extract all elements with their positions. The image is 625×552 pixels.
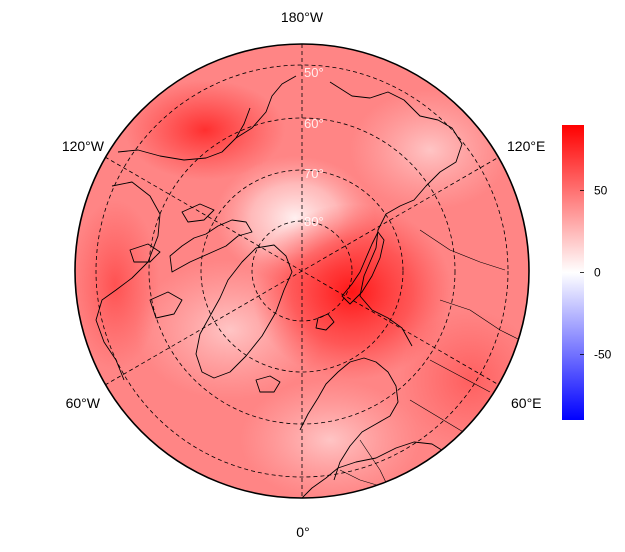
canada-coast [95,107,251,381]
lat-label-80: 80° [304,214,324,229]
lat-circle-80 [251,220,353,322]
lon-label-upper-right: 120°E [507,138,545,154]
latitude-labels: 50° 60° 70° 80° [304,65,324,229]
colorbar-tick-label: -50 [594,347,612,361]
lon-label-lower-right: 60°E [511,395,542,411]
coastlines [95,75,521,498]
colorbar-ticks: 50 0 -50 [580,184,612,361]
lon-label-top: 180°W [281,9,324,25]
lat-circle-50 [95,64,509,478]
canadian-archipelago [129,203,253,319]
lat-label-60: 60° [304,116,324,131]
field-pale-bottom [240,380,420,498]
lat-label-70: 70° [304,166,324,181]
colorbar-ramp [562,125,584,420]
colorbar: 50 0 -50 [562,125,612,420]
siberia-coast [329,81,463,347]
greenland-coast [195,244,293,379]
lat-label-50: 50° [304,65,324,80]
lon-label-bottom: 0° [296,524,309,540]
lon-label-lower-left: 60°W [66,395,101,411]
field-max-left [75,200,160,370]
asia-interior-borders [339,229,521,496]
europe-coast [299,441,463,498]
map-boundary [74,43,530,499]
longitude-labels: 180°W 0° 120°W 120°E 60°W 60°E [62,9,545,540]
scandinavia-coast [299,357,399,481]
colorbar-tick-label: 0 [594,266,601,280]
graticule [95,44,509,498]
lon-label-upper-left: 120°W [62,138,105,154]
field-max-canada [125,80,285,180]
iceland [255,375,281,393]
novaya-zemlya [341,231,385,305]
field-pale-upright [350,90,510,210]
lat-circle-70 [200,169,404,373]
meridian-60w-120e [104,156,500,386]
colorbar-tick-label: 50 [594,184,608,198]
field-max-bottomright [400,310,529,450]
field-shading [75,44,529,498]
alaska-coast [235,75,297,139]
